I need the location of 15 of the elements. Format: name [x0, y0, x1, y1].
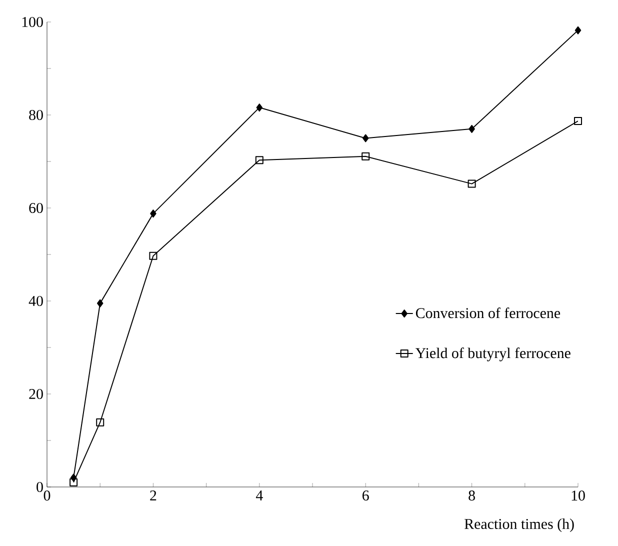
x-tick-label: 0 — [44, 490, 50, 501]
x-tick-label: 2 — [150, 490, 156, 500]
legend-label: Yield of butyryl ferrocene — [416, 348, 570, 362]
x-tick-label: 4 — [256, 490, 263, 500]
y-tick-label: 60 — [29, 202, 43, 214]
x-tick-label: 10 — [572, 490, 585, 501]
y-tick-label: 20 — [29, 388, 43, 400]
x-axis-title: Reaction times (h) — [464, 518, 574, 532]
x-tick-label: 6 — [362, 490, 369, 501]
y-tick-label: 100 — [22, 16, 43, 28]
y-tick-label: 40 — [28, 296, 43, 306]
x-tick-label: 8 — [468, 490, 475, 501]
y-tick-label: 0 — [36, 482, 43, 492]
legend-label: Conversion of ferrocene — [416, 308, 560, 318]
y-tick-label: 80 — [29, 110, 43, 120]
